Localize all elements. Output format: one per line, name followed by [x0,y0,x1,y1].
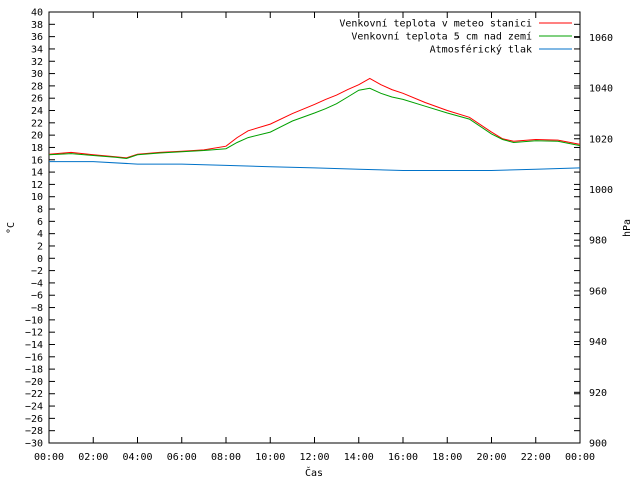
y-right-tick-label: 1040 [589,84,613,95]
y-left-tick-label: −12 [25,328,43,339]
y-left-tick-label: 12 [31,180,43,191]
y-left-tick-label: 30 [31,69,43,80]
x-tick-label: 14:00 [344,452,374,463]
y-left-tick-label: 16 [31,155,43,166]
y-left-tick-label: 6 [37,217,43,228]
legend-label-1: Venkovní teplota 5 cm nad zemí [351,31,532,43]
y-right-tick-label: 1020 [589,134,613,145]
y-axis-left-label: °C [6,222,17,234]
y-left-tick-label: 8 [37,205,43,216]
y-left-tick-label: 32 [31,57,43,68]
y-left-tick-label: −30 [25,439,43,450]
y-right-tick-label: 960 [589,286,607,297]
series-lines [48,77,581,171]
y-left-tick-label: −24 [25,402,43,413]
y-left-tick-label: 28 [31,81,43,92]
y-left-tick-label: −4 [31,278,43,289]
y-left-tick-label: −10 [25,315,43,326]
x-tick-label: 08:00 [211,452,241,463]
plot-area [48,11,581,444]
y-left-tick-label: 0 [37,254,43,265]
legend: Venkovní teplota v meteo staniciVenkovní… [339,18,572,56]
right-axis-ticks: 900 920 940 960 980 1000 1020 1040 1060 [574,33,613,450]
series-line-2 [49,161,581,171]
legend-label-2: Atmosférický tlak [430,44,532,56]
x-axis-ticks: 00:00 02:00 04:00 06:00 08:00 10:00 12:00 14:00… [34,12,595,463]
y-right-tick-label: 1060 [589,33,613,44]
y-left-tick-label: 20 [31,131,43,142]
x-tick-label: 20:00 [476,452,506,463]
y-right-tick-label: 1000 [589,185,613,196]
x-tick-label: 16:00 [388,452,418,463]
x-tick-label: 22:00 [521,452,551,463]
y-left-tick-label: 10 [31,192,43,203]
y-axis-right-label: hPa [622,219,633,237]
legend-label-0: Venkovní teplota v meteo stanici [339,18,532,30]
y-left-tick-label: 22 [31,118,43,129]
y-left-tick-label: −22 [25,389,43,400]
y-left-tick-label: −26 [25,414,43,425]
y-left-tick-label: 34 [31,44,43,55]
x-tick-label: 00:00 [34,452,64,463]
x-tick-label: 02:00 [78,452,108,463]
y-right-tick-label: 900 [589,439,607,450]
y-left-tick-label: 24 [31,106,43,117]
y-left-tick-label: 38 [31,20,43,31]
y-left-tick-label: 4 [37,229,43,240]
y-right-tick-label: 920 [589,388,607,399]
x-tick-label: 12:00 [299,452,329,463]
y-left-tick-label: 18 [31,143,43,154]
y-left-tick-label: 26 [31,94,43,105]
x-tick-label: 06:00 [167,452,197,463]
y-left-tick-label: 14 [31,168,43,179]
y-left-tick-label: 36 [31,32,43,43]
x-tick-label: 04:00 [122,452,152,463]
y-left-tick-label: −28 [25,426,43,437]
y-left-tick-label: −6 [31,291,43,302]
y-left-tick-label: −14 [25,340,43,351]
series-line-0 [48,77,581,159]
series-line-1 [48,87,581,160]
y-left-tick-label: −8 [31,303,43,314]
x-tick-label: 10:00 [255,452,285,463]
x-tick-label: 00:00 [565,452,595,463]
x-tick-label: 18:00 [432,452,462,463]
y-right-tick-label: 980 [589,236,607,247]
x-axis-label: Čas [305,466,323,479]
left-axis-ticks: −30−28−26−24−22−20−18−16−14−12−10−8−6−4−… [25,8,580,450]
y-left-tick-label: −2 [31,266,43,277]
y-right-tick-label: 940 [589,337,607,348]
y-left-tick-label: −18 [25,365,43,376]
y-left-tick-label: −20 [25,377,43,388]
y-left-tick-label: 2 [37,241,43,252]
y-left-tick-label: 40 [31,8,43,19]
y-left-tick-label: −16 [25,352,43,363]
